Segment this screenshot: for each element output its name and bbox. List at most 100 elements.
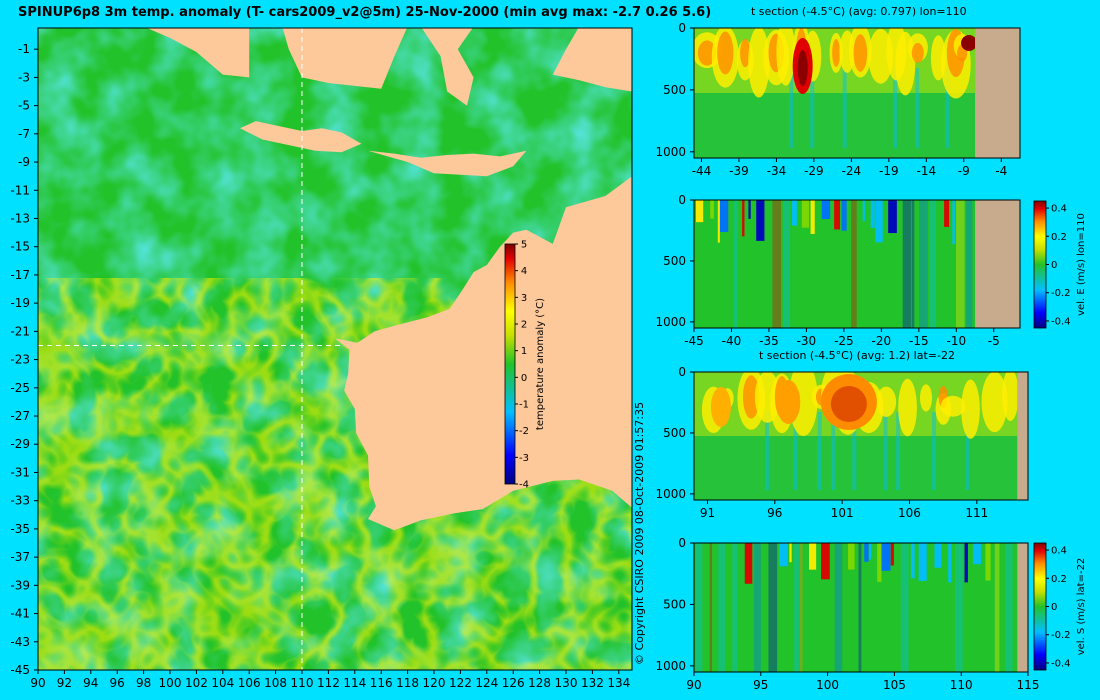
warm-blob [940, 395, 966, 417]
velocity-streak [864, 543, 869, 562]
x-tick-label: 104 [211, 676, 234, 690]
velocity-streak [733, 200, 738, 328]
colorbar-tick-label: 4 [521, 266, 527, 277]
section-field [694, 200, 1020, 328]
land-mask [975, 200, 1020, 328]
velocity-streak [753, 543, 761, 672]
warm-blob [748, 28, 770, 98]
hot-blob [697, 40, 717, 66]
x-tick-label: 91 [700, 506, 715, 520]
velocity-streak [862, 200, 865, 222]
x-tick-label: -44 [692, 164, 712, 178]
velocity-streak [985, 543, 991, 581]
velocity-streak [877, 543, 882, 582]
section-panel-section_u_lon110: -45 -40 -35 -30 -25 -20 -15 -10 -5 0 500 1000 0.4 0.2… [655, 193, 1087, 348]
x-tick-label: -9 [958, 164, 970, 178]
x-tick-label: 96 [767, 506, 782, 520]
colorbar-tick-label: 5 [521, 240, 527, 251]
velocity-streak [972, 543, 981, 565]
velocity-streak [768, 543, 778, 672]
velocity-streak [821, 200, 831, 220]
velocity-streak [994, 543, 1000, 672]
colorbar-label: vel. E (m/s) lon=110 [1076, 213, 1087, 316]
cool-streak [831, 412, 836, 490]
x-tick-label: -10 [946, 334, 966, 348]
y-tick-label: 500 [663, 83, 686, 97]
colorbar-bar [1033, 542, 1047, 671]
section-panel-section_t_lon110: -44 -39 -34 -29 -24 -19 -14 -9 -4 0 500 1000 [655, 21, 1021, 178]
velocity-streak [911, 200, 915, 328]
x-tick-label: 96 [110, 676, 125, 690]
velocity-streak [888, 200, 897, 234]
velocity-streak [809, 543, 817, 570]
colorbar-bar [1033, 200, 1047, 329]
colorbar-tick-label: 0.4 [1051, 546, 1067, 557]
core-anomaly [961, 35, 978, 51]
velocity-streak [881, 543, 891, 571]
colorbar-tick-label: 3 [521, 293, 527, 304]
velocity-streak [841, 200, 847, 231]
velocity-streak [1005, 543, 1013, 672]
colorbar-tick-label: -1 [519, 400, 529, 411]
x-tick-label: 95 [753, 678, 768, 692]
velocity-streak [956, 200, 965, 328]
x-tick-label: 126 [502, 676, 525, 690]
velocity-streak [955, 543, 963, 672]
x-tick-label: 115 [1017, 678, 1040, 692]
velocity-streak [910, 543, 915, 579]
x-tick-label: 106 [898, 506, 921, 520]
colorbar-tick-label: -0.4 [1051, 316, 1071, 327]
land-mask [1017, 372, 1028, 500]
y-tick-label: -23 [10, 353, 30, 367]
x-tick-label: 102 [185, 676, 208, 690]
colorbar-tick-label: 0.2 [1051, 232, 1067, 243]
x-tick-label: -15 [909, 334, 929, 348]
colorbar-tick-label: 0 [1051, 260, 1057, 271]
x-tick-label: -30 [797, 334, 817, 348]
y-tick-label: -41 [10, 607, 30, 621]
velocity-streak [902, 200, 911, 328]
warm-blob [876, 386, 897, 417]
x-tick-label: 118 [396, 676, 419, 690]
y-tick-label: 0 [678, 365, 686, 379]
warm-blob [868, 28, 894, 84]
x-tick-label: -4 [995, 164, 1007, 178]
y-tick-label: 500 [663, 254, 686, 268]
velocity-streak [732, 543, 738, 672]
x-tick-label: -14 [917, 164, 937, 178]
x-tick-label: -25 [834, 334, 854, 348]
lesser-sunda-land [368, 150, 527, 177]
section-frame [693, 27, 1021, 159]
x-tick-label: -19 [879, 164, 899, 178]
cool-streak [893, 68, 898, 148]
velocity-streak [918, 543, 927, 581]
y-tick-label: 1000 [655, 315, 686, 329]
x-tick-label: 134 [607, 676, 630, 690]
y-tick-label: 500 [663, 426, 686, 440]
java-land [240, 121, 362, 153]
cool-streak [842, 68, 847, 148]
x-tick-label: 124 [475, 676, 498, 690]
x-tick-label: 132 [581, 676, 604, 690]
y-tick-label: 1000 [655, 487, 686, 501]
colorbar-tick-label: -0.2 [1051, 630, 1071, 641]
x-tick-label: -34 [767, 164, 787, 178]
y-tick-label: -15 [10, 240, 30, 254]
cool-streak [817, 412, 822, 490]
x-tick-label: -45 [684, 334, 704, 348]
y-tick-label: -33 [10, 494, 30, 508]
velocity-streak [783, 200, 791, 328]
sulawesi-land [421, 28, 474, 106]
velocity-streak [696, 543, 703, 672]
section-panel-section_t_lat22: 91 96 101 106 111 0 500 1000 [655, 365, 1029, 520]
main-map-field [38, 28, 632, 670]
velocity-streak [718, 543, 725, 672]
colorbar-tick-label: 0.4 [1051, 204, 1067, 215]
cool-streak [764, 412, 769, 490]
y-tick-label: -13 [10, 211, 30, 225]
y-tick-label: -7 [18, 127, 30, 141]
y-tick-label: 500 [663, 597, 686, 611]
y-tick-label: -9 [18, 155, 30, 169]
main-map-plot: 90 92 94 96 98 100 102 104 106 108 110 112 114 116 118… [10, 27, 633, 690]
